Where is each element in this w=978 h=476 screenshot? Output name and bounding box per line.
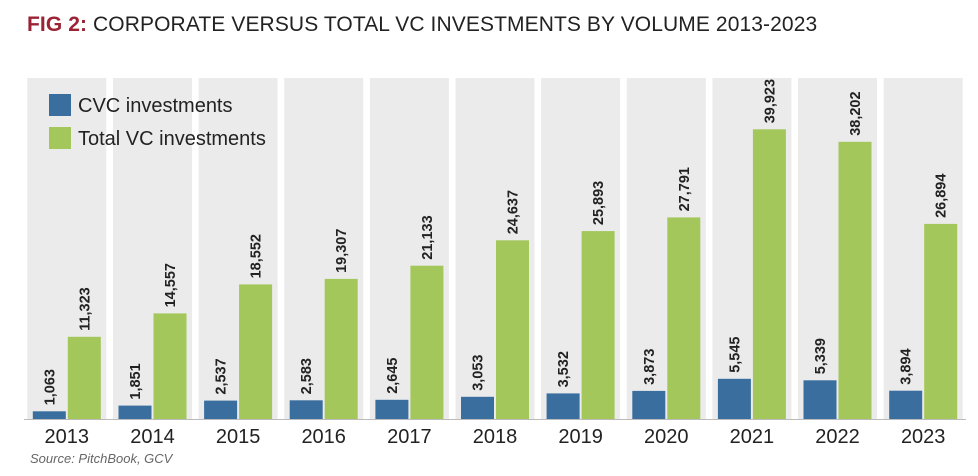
- x-tick-label: 2017: [387, 426, 432, 448]
- cvc-value-label: 3,894: [899, 348, 915, 384]
- total-vc-value-label: 26,894: [934, 174, 950, 218]
- cvc-bar: [289, 400, 323, 419]
- legend-total-vc-label: Total VC investments: [78, 128, 266, 150]
- cvc-value-label: 2,645: [385, 358, 401, 394]
- figure-title: FIG 2: CORPORATE VERSUS TOTAL VC INVESTM…: [27, 13, 817, 37]
- legend-cvc-swatch: [49, 94, 71, 116]
- figure-title-text: CORPORATE VERSUS TOTAL VC INVESTMENTS BY…: [93, 13, 818, 36]
- total-vc-bar: [924, 223, 958, 419]
- total-vc-bar: [410, 265, 444, 419]
- total-vc-bar: [239, 284, 273, 419]
- figure-label: FIG 2:: [27, 13, 88, 36]
- cvc-value-label: 3,532: [556, 351, 572, 387]
- total-vc-bar: [153, 313, 187, 419]
- cvc-bar: [632, 390, 666, 419]
- total-vc-value-label: 27,791: [677, 167, 693, 211]
- total-vc-value-label: 38,202: [848, 91, 864, 135]
- x-tick-label: 2020: [644, 426, 689, 448]
- total-vc-value-label: 25,893: [591, 181, 607, 225]
- cvc-bar: [375, 399, 409, 419]
- x-tick-label: 2015: [216, 426, 261, 448]
- total-vc-bar: [667, 217, 701, 419]
- cvc-bar: [118, 405, 152, 419]
- total-vc-value-label: 24,637: [506, 190, 522, 234]
- x-tick-label: 2021: [730, 426, 775, 448]
- total-vc-bar: [496, 240, 529, 419]
- cvc-value-label: 5,545: [727, 337, 743, 373]
- cvc-value-label: 3,873: [642, 349, 658, 385]
- cvc-bar: [32, 411, 66, 419]
- legend-total-vc-swatch: [49, 127, 71, 149]
- total-vc-bar: [67, 336, 101, 419]
- total-vc-value-label: 14,557: [163, 263, 179, 307]
- total-vc-value-label: 19,307: [334, 229, 350, 273]
- cvc-value-label: 1,063: [42, 369, 58, 405]
- total-vc-bar: [752, 129, 786, 420]
- cvc-bar: [889, 390, 923, 419]
- x-tick-label: 2019: [558, 426, 603, 448]
- source-note: Source: PitchBook, GCV: [30, 451, 173, 466]
- legend-cvc-label: CVC investments: [78, 95, 233, 117]
- total-vc-value-label: 11,323: [77, 287, 93, 331]
- cvc-value-label: 1,851: [128, 363, 144, 399]
- cvc-value-label: 3,053: [471, 355, 487, 391]
- x-tick-label: 2014: [130, 426, 175, 448]
- total-vc-value-label: 21,133: [420, 215, 436, 259]
- cvc-bar: [204, 400, 238, 419]
- cvc-bar: [717, 378, 751, 419]
- total-vc-bar: [324, 278, 358, 419]
- cvc-value-label: 2,583: [299, 358, 315, 394]
- cvc-value-label: 2,537: [214, 358, 230, 394]
- total-vc-value-label: 18,552: [249, 234, 265, 278]
- total-vc-bar: [838, 141, 872, 420]
- cvc-bar: [803, 380, 837, 419]
- x-tick-label: 2023: [901, 426, 946, 448]
- x-tick-label: 2018: [473, 426, 518, 448]
- total-vc-bar: [581, 231, 615, 419]
- cvc-bar: [546, 393, 580, 419]
- total-vc-value-label: 39,923: [762, 79, 778, 123]
- x-tick-label: 2022: [815, 426, 860, 448]
- cvc-bar: [461, 396, 494, 419]
- x-tick-label: 2013: [45, 426, 90, 448]
- x-tick-label: 2016: [301, 426, 346, 448]
- cvc-value-label: 5,339: [813, 338, 829, 374]
